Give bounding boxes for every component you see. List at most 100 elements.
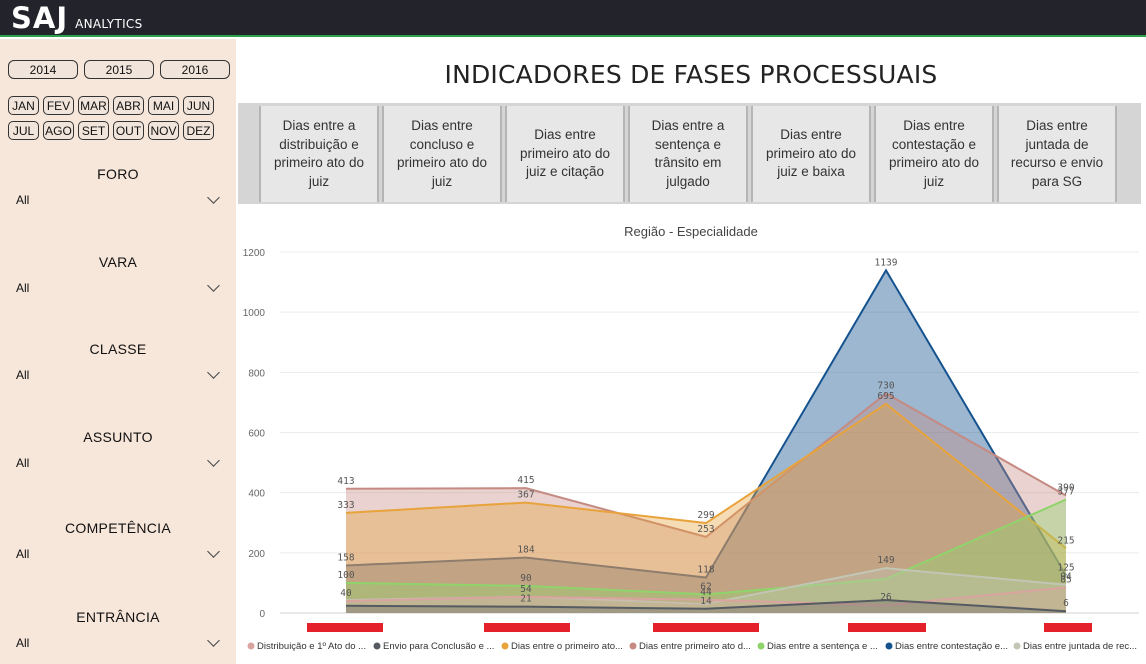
x-category-bars [307,623,1092,632]
series-areas [345,268,1067,613]
legend-marker [373,642,381,650]
tab-primeiro-ato-baixa[interactable]: Dias entre primeiro ato do juiz e baixa [751,106,871,202]
classe-dropdown[interactable]: All [16,365,222,385]
month-button-jul[interactable]: JUL [8,121,39,140]
y-tick-label: 0 [259,609,265,620]
top-bar: SAJ ANALYTICS [0,0,1146,37]
filter-entrancia: ENTRÂNCIA All [0,609,236,650]
legend-marker [1013,642,1021,650]
month-button-mai[interactable]: MAI [148,96,179,115]
tab-primeiro-ato-citacao[interactable]: Dias entre primeiro ato do juiz e citaçã… [505,106,625,202]
tab-sentenca-transito[interactable]: Dias entre a sentença e trânsito em julg… [628,106,748,202]
category-label-bar [307,623,383,632]
legend-entry[interactable]: Envio para Conclusão e ... [383,641,494,652]
legend-entry[interactable]: Dias entre o primeiro ato... [511,641,623,652]
tab-juntada-recurso-sg[interactable]: Dias entre juntada de recurso e envio pa… [997,106,1117,202]
data-label: 44 [700,587,712,598]
month-button-jan[interactable]: JAN [8,96,39,115]
vara-dropdown[interactable]: All [16,278,222,298]
dropdown-value: All [16,547,30,561]
data-label: 377 [1057,487,1074,498]
data-label: 26 [880,592,892,603]
month-button-fev[interactable]: FEV [43,96,74,115]
legend-entry[interactable]: Dias entre contestação e... [895,641,1008,652]
data-label: 21 [520,594,532,605]
chart-legend: Distribuição e 1º Ato do ... Envio para C… [247,641,1137,652]
series-line [345,498,1067,596]
data-label: 90 [520,573,532,584]
year-button-2015[interactable]: 2015 [84,60,154,79]
y-tick-label: 400 [248,489,265,500]
entrancia-dropdown[interactable]: All [16,633,222,653]
y-tick-label: 800 [248,368,265,379]
competencia-dropdown[interactable]: All [16,544,222,564]
legend-marker [629,642,637,650]
legend-entry[interactable]: Dias entre a sentença e ... [767,641,878,652]
filter-title: FORO [97,166,139,182]
data-label: 85 [1060,574,1071,585]
month-selector-row-2: JUL AGO SET OUT NOV DEZ [8,121,214,140]
tab-concluso-primeiro-ato[interactable]: Dias entre concluso e primeiro ato do ju… [382,106,502,202]
dropdown-value: All [16,281,30,295]
data-label: 695 [877,391,894,402]
data-label: 40 [340,588,352,599]
chevron-down-icon[interactable] [207,279,220,292]
data-label: 415 [517,475,534,486]
series-area [346,499,1066,613]
data-label: 730 [877,380,894,391]
data-label: 94 [1060,572,1072,583]
month-button-abr[interactable]: ABR [113,96,144,115]
month-button-nov[interactable]: NOV [148,121,179,140]
data-label: 184 [517,545,534,556]
series-line [345,392,1067,538]
data-label: 1139 [875,257,898,268]
series-area [346,403,1066,613]
data-label: 6 [1063,598,1069,609]
chevron-down-icon[interactable] [207,366,220,379]
category-label-bar [848,623,926,632]
foro-dropdown[interactable]: All [16,190,222,210]
y-tick-label: 1000 [243,308,266,319]
month-button-dez[interactable]: DEZ [183,121,214,140]
dropdown-value: All [16,193,30,207]
data-label: 54 [520,584,532,595]
logo-brand: SAJ [11,1,69,35]
month-selector-row-1: JAN FEV MAR ABR MAI JUN [8,96,214,115]
filter-title: CLASSE [89,341,147,357]
data-label: 367 [517,490,534,501]
chevron-down-icon[interactable] [207,545,220,558]
indicator-tabs: Dias entre a distribuição e primeiro ato… [238,103,1141,204]
data-label: 14 [700,596,712,607]
month-button-ago[interactable]: AGO [43,121,74,140]
filter-title: ENTRÂNCIA [76,609,160,625]
filter-assunto: ASSUNTO All [0,429,236,470]
month-button-jun[interactable]: JUN [183,96,214,115]
tab-contestacao-primeiro-ato[interactable]: Dias entre contestação e primeiro ato do… [874,106,994,202]
year-selector: 2014 2015 2016 [8,60,230,79]
month-button-mar[interactable]: MAR [78,96,109,115]
data-label: 215 [1057,535,1074,546]
data-label: 158 [337,552,354,563]
month-button-out[interactable]: OUT [113,121,144,140]
chart-title: Região - Especialidade [624,224,758,239]
series-line [345,599,1067,613]
legend-entry[interactable]: Dias entre juntada de rec... [1023,641,1137,652]
dropdown-value: All [16,456,30,470]
legend-marker [247,642,255,650]
year-button-2016[interactable]: 2016 [160,60,230,79]
chevron-down-icon[interactable] [207,634,220,647]
legend-entry[interactable]: Distribuição e 1º Ato do ... [257,641,366,652]
series-area [346,393,1066,613]
year-button-2014[interactable]: 2014 [8,60,78,79]
logo: SAJ ANALYTICS [11,1,143,35]
filter-title: VARA [98,254,138,270]
gridlines: 0 200 400 600 800 1000 1200 [243,248,1139,620]
month-button-set[interactable]: SET [78,121,109,140]
legend-entry[interactable]: Dias entre primeiro ato d... [639,641,751,652]
tab-distribuicao-primeiro-ato[interactable]: Dias entre a distribuição e primeiro ato… [259,106,379,202]
data-label: 125 [1057,562,1074,573]
data-label: 390 [1057,483,1074,494]
chevron-down-icon[interactable] [207,454,220,467]
assunto-dropdown[interactable]: All [16,453,222,473]
chevron-down-icon[interactable] [207,191,220,204]
